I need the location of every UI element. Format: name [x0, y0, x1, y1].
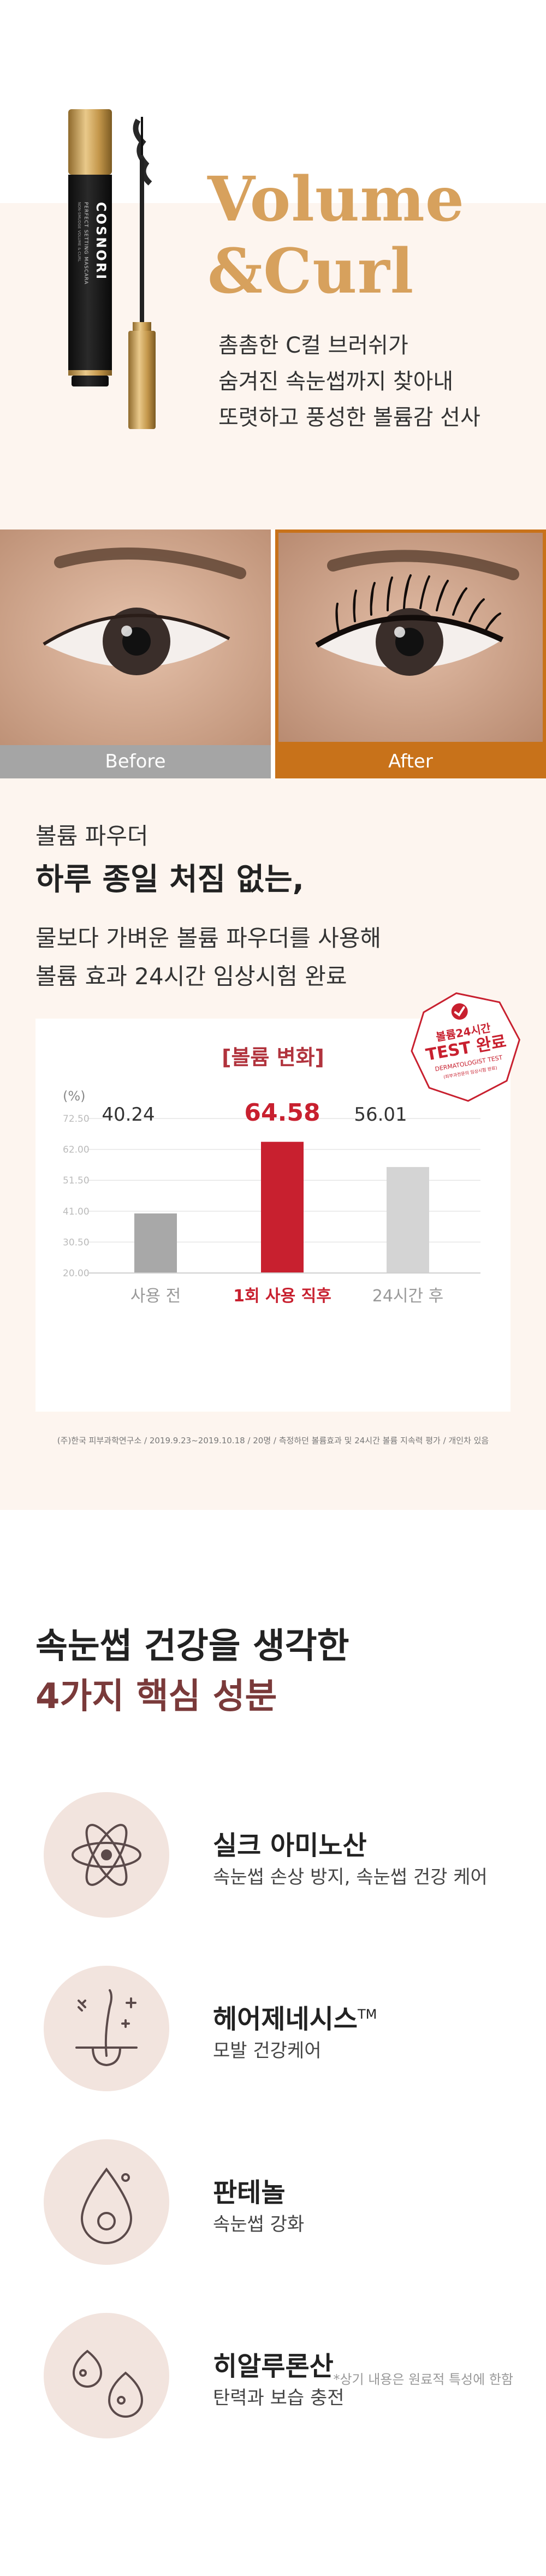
ingredient-name: 히알루론산 — [213, 2351, 334, 2382]
volume-footnote: (주)한국 피부과학연구소 / 2019.9.23~2019.10.18 / 2… — [57, 1436, 489, 1445]
ingredient-name: 판테놀 — [213, 2178, 286, 2208]
hero-section: COSNORI PERFECT SETTING MASCARA NON-SMUD… — [0, 0, 546, 530]
hero-desc-line: 또렷하고 풍성한 볼륨감 선사 — [218, 405, 480, 430]
product-name-text: PERFECT SETTING MASCARA — [83, 202, 88, 284]
hero-title-line2: &Curl — [207, 236, 414, 307]
ingredient-name: 헤어제네시스TM — [213, 1997, 377, 2036]
ingredient-item: 실크 아미노산 속눈썹 손상 방지, 속눈썹 건강 케어 — [0, 1792, 546, 1918]
volume-desc-line: 볼륨 효과 24시간 임상시험 완료 — [35, 963, 347, 990]
data-label: 56.01 — [354, 1104, 407, 1126]
ingredient-desc: 속눈썹 손상 방지, 속눈썹 건강 케어 — [213, 1866, 488, 1888]
x-tick-label: 24시간 후 — [372, 1287, 444, 1306]
before-label: Before — [0, 745, 271, 778]
bar — [387, 1167, 429, 1273]
volume-description: 물보다 가벼운 볼륨 파우더를 사용해 볼륨 효과 24시간 임상시험 완료 — [35, 919, 381, 996]
ingredient-name: 실크 아미노산 — [213, 1830, 367, 1861]
data-label: 40.24 — [102, 1104, 155, 1126]
ingredients-section: 속눈썹 건강을 생각한 4가지 핵심 성분 실크 아미노산 속눈썹 손상 방지,… — [0, 1510, 546, 2576]
ingredient-item: 판테놀 속눈썹 강화 — [0, 2139, 546, 2265]
test-complete-badge: 볼륨24시간 TEST 완료 DERMATOLOGIST TEST (피부과전문… — [411, 992, 520, 1102]
molecule-drops-icon — [44, 2313, 169, 2438]
droplet-icon — [44, 2139, 169, 2265]
mascara-product-image: COSNORI PERFECT SETTING MASCARA NON-SMUD… — [68, 109, 156, 429]
after-eye-photo — [275, 530, 546, 745]
ingredient-desc: 탄력과 보습 충전 — [213, 2387, 345, 2409]
hero-desc-line: 숨겨진 속눈썹까지 찾아내 — [218, 369, 454, 394]
x-tick-label: 사용 전 — [130, 1287, 181, 1306]
hero-description: 촘촘한 C컬 브러쉬가 숨겨진 속눈썹까지 찾아내 또렷하고 풍성한 볼륨감 선… — [218, 328, 480, 436]
atom-icon — [44, 1792, 169, 1918]
product-sub-text: NON-SMUDGE VOLUME & CURL — [77, 202, 81, 262]
ingredient-desc: 속눈썹 강화 — [213, 2214, 305, 2235]
hair-follicle-icon — [44, 1966, 169, 2091]
ingredient-name-text: 헤어제네시스 — [213, 2004, 358, 2034]
ingredient-desc: 모발 건강케어 — [213, 2040, 322, 2062]
data-label: 64.58 — [244, 1099, 320, 1127]
y-tick-label: 41.00 — [63, 1206, 90, 1217]
volume-headline: 하루 종일 처짐 없는, — [35, 862, 304, 897]
y-tick-label: 62.00 — [63, 1145, 90, 1156]
y-tick-label: 72.50 — [63, 1114, 90, 1125]
bar — [134, 1213, 177, 1273]
x-tick-label: 1회 사용 직후 — [233, 1287, 331, 1306]
volume-bar-chart: (%) 72.50 62.00 51.50 41.00 30.50 20.00 40.24 사용… — [63, 1088, 480, 1306]
y-axis-label: (%) — [63, 1088, 86, 1104]
chart-title: [볼륨 변화] — [222, 1045, 324, 1069]
trademark-mark: TM — [357, 2007, 377, 2022]
before-after-section: Before After — [0, 530, 546, 778]
volume-subtitle: 볼륨 파우더 — [35, 823, 149, 849]
y-tick-label: 51.50 — [63, 1175, 90, 1186]
ingredients-headline-2: 4가지 핵심 성분 — [35, 1676, 277, 1717]
y-tick-label: 20.00 — [63, 1268, 90, 1279]
ingredient-item: 헤어제네시스TM 모발 건강케어 — [0, 1966, 546, 2091]
bar — [261, 1141, 304, 1273]
volume-desc-line: 물보다 가벼운 볼륨 파우더를 사용해 — [35, 925, 382, 951]
product-brand-text: COSNORI — [93, 202, 109, 281]
volume-section: 볼륨 파우더 하루 종일 처짐 없는, 물보다 가벼운 볼륨 파우더를 사용해 … — [0, 778, 546, 1510]
hero-desc-line: 촘촘한 C컬 브러쉬가 — [218, 333, 408, 358]
hero-title-line1: Volume — [207, 164, 465, 235]
y-tick-label: 30.50 — [63, 1237, 90, 1248]
after-label: After — [275, 745, 546, 778]
hero-title: Volume &Curl — [207, 164, 465, 308]
ingredient-item: 히알루론산 탄력과 보습 충전 — [0, 2313, 546, 2438]
ingredients-footnote: *상기 내용은 원료적 특성에 한함 — [333, 2372, 513, 2387]
ingredients-headline-1: 속눈썹 건강을 생각한 — [35, 1626, 349, 1667]
before-eye-photo — [0, 530, 271, 745]
